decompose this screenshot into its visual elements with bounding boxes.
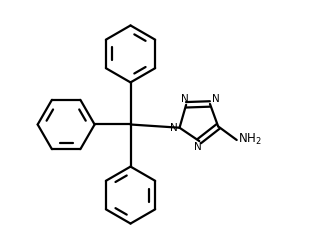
Text: NH$_2$: NH$_2$ [238, 132, 262, 147]
Text: N: N [211, 95, 219, 105]
Text: N: N [170, 123, 178, 133]
Text: N: N [194, 141, 202, 152]
Text: N: N [181, 94, 189, 104]
